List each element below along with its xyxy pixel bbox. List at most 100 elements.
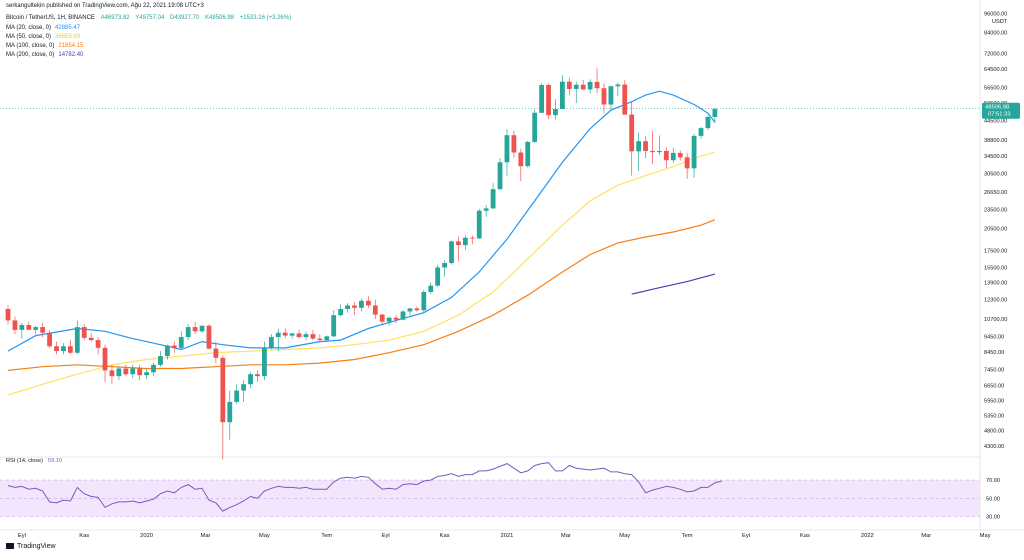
- candle-body: [650, 150, 655, 153]
- price-tag-countdown: 07:51:33: [988, 112, 1011, 118]
- ma-line: [631, 273, 716, 295]
- ma-legend-20[interactable]: MA (20, close, 0) 42885.47: [6, 25, 80, 31]
- candle-body: [712, 108, 718, 117]
- candle-body: [164, 345, 170, 357]
- candle-body: [199, 325, 205, 332]
- candle-body: [663, 150, 669, 161]
- candle-body: [539, 85, 545, 113]
- ma-legend-value: 21854.15: [58, 43, 84, 49]
- y-tick-label: 96000.00: [984, 12, 1007, 18]
- candle-body: [74, 327, 80, 353]
- y-tick-label: 5950.00: [984, 399, 1004, 405]
- candle-body: [178, 337, 184, 348]
- y-tick-label: 44500.00: [984, 119, 1007, 125]
- candle-body: [220, 357, 226, 423]
- y-tick-label: 5350.00: [984, 414, 1004, 420]
- candle-body: [601, 88, 607, 105]
- y-tick-label: 6650.00: [984, 383, 1004, 389]
- x-tick-label: 2022: [861, 533, 874, 539]
- rsi-label: RSI (14, close): [6, 458, 43, 464]
- candle-body: [352, 305, 357, 308]
- price-tag: [982, 102, 1020, 119]
- candle-body: [580, 84, 586, 90]
- candle-body: [525, 141, 531, 167]
- rsi-tick-label: 50.00: [986, 496, 1000, 502]
- candle-body: [705, 116, 711, 129]
- candle-body: [109, 370, 115, 377]
- candle-body: [511, 135, 517, 153]
- candle-body: [61, 346, 66, 352]
- candle-body: [476, 210, 482, 239]
- ma-line: [7, 90, 716, 352]
- candle-body: [268, 337, 274, 348]
- y-tick-label: 4800.00: [984, 429, 1004, 435]
- candle-body: [54, 346, 59, 352]
- ma-legend-50[interactable]: MA (50, close, 0) 36659.69: [6, 34, 80, 40]
- ohlc-high: Y49757.04: [135, 15, 165, 21]
- x-tick-label: Tem: [682, 533, 693, 539]
- ma-line: [7, 151, 716, 396]
- y-tick-label: 30500.00: [984, 171, 1007, 177]
- price-axis-bg: [980, 0, 1024, 530]
- x-tick-label: May: [980, 533, 991, 539]
- candle-body: [462, 237, 468, 246]
- x-tick-label: Tem: [321, 533, 332, 539]
- y-tick-label: 84000.00: [984, 30, 1007, 36]
- candle-body: [296, 333, 302, 338]
- x-tick-label: Eyl: [382, 533, 390, 539]
- ma-legend-label: MA (100, close, 0): [6, 43, 55, 49]
- candle-body: [566, 81, 572, 89]
- candle-body: [365, 300, 371, 306]
- ma-legend-value: 14782.40: [58, 52, 84, 58]
- candle-body: [414, 308, 420, 311]
- ohlc-close: K48506.98: [205, 15, 235, 21]
- candle-body: [241, 384, 247, 391]
- y-tick-label: 10700.00: [984, 317, 1007, 323]
- tradingview-logo[interactable]: TradingView: [6, 543, 56, 550]
- candle-body: [587, 81, 593, 90]
- x-tick-label: Eyl: [742, 533, 750, 539]
- candle-body: [67, 346, 73, 353]
- ma-legend-200[interactable]: MA (200, close, 0) 14782.40: [6, 52, 83, 58]
- candle-body: [677, 152, 683, 158]
- rsi-tick-label: 70.00: [986, 478, 1000, 484]
- candle-body: [338, 309, 344, 316]
- candle-body: [622, 84, 628, 115]
- ma-legend-value: 42885.47: [55, 25, 81, 31]
- candle-body: [372, 305, 378, 315]
- candle-body: [636, 141, 642, 152]
- candle-body: [40, 327, 46, 333]
- y-tick-label: 64500.00: [984, 67, 1007, 73]
- y-tick-label: 12300.00: [984, 298, 1007, 304]
- x-tick-label: Mar: [921, 533, 931, 539]
- y-tick-label: 56500.00: [984, 85, 1007, 91]
- candle-body: [81, 327, 87, 338]
- candle-body: [691, 135, 697, 169]
- x-tick-label: 2020: [140, 533, 153, 539]
- publish-line: serkangultekin published on TradingView.…: [6, 3, 204, 9]
- ma-legend-label: MA (20, close, 0): [6, 25, 52, 31]
- x-tick-label: May: [619, 533, 630, 539]
- y-tick-label: 17500.00: [984, 249, 1007, 255]
- candle-body: [303, 334, 309, 338]
- y-tick-label: 8450.00: [984, 350, 1004, 356]
- candle-body: [400, 311, 406, 320]
- y-tick-label: 13900.00: [984, 281, 1007, 287]
- candle-body: [345, 305, 350, 310]
- y-tick-label: 15500.00: [984, 265, 1007, 271]
- candle-body: [573, 84, 579, 89]
- ma-legend-100[interactable]: MA (100, close, 0) 21854.15: [6, 43, 83, 49]
- candle-body: [255, 374, 260, 377]
- y-axis-unit: USDT: [992, 19, 1008, 25]
- candle-body: [130, 368, 136, 375]
- y-tick-label: 7450.00: [984, 367, 1004, 373]
- ohlc-open: A46973.82: [100, 15, 130, 21]
- candle-body: [553, 108, 558, 116]
- x-tick-label: Mar: [561, 533, 571, 539]
- ma-legend-label: MA (50, close, 0): [6, 34, 52, 40]
- candle-body: [629, 114, 635, 152]
- publish-text: serkangultekin published on TradingView.…: [6, 3, 204, 9]
- candle-body: [469, 237, 475, 239]
